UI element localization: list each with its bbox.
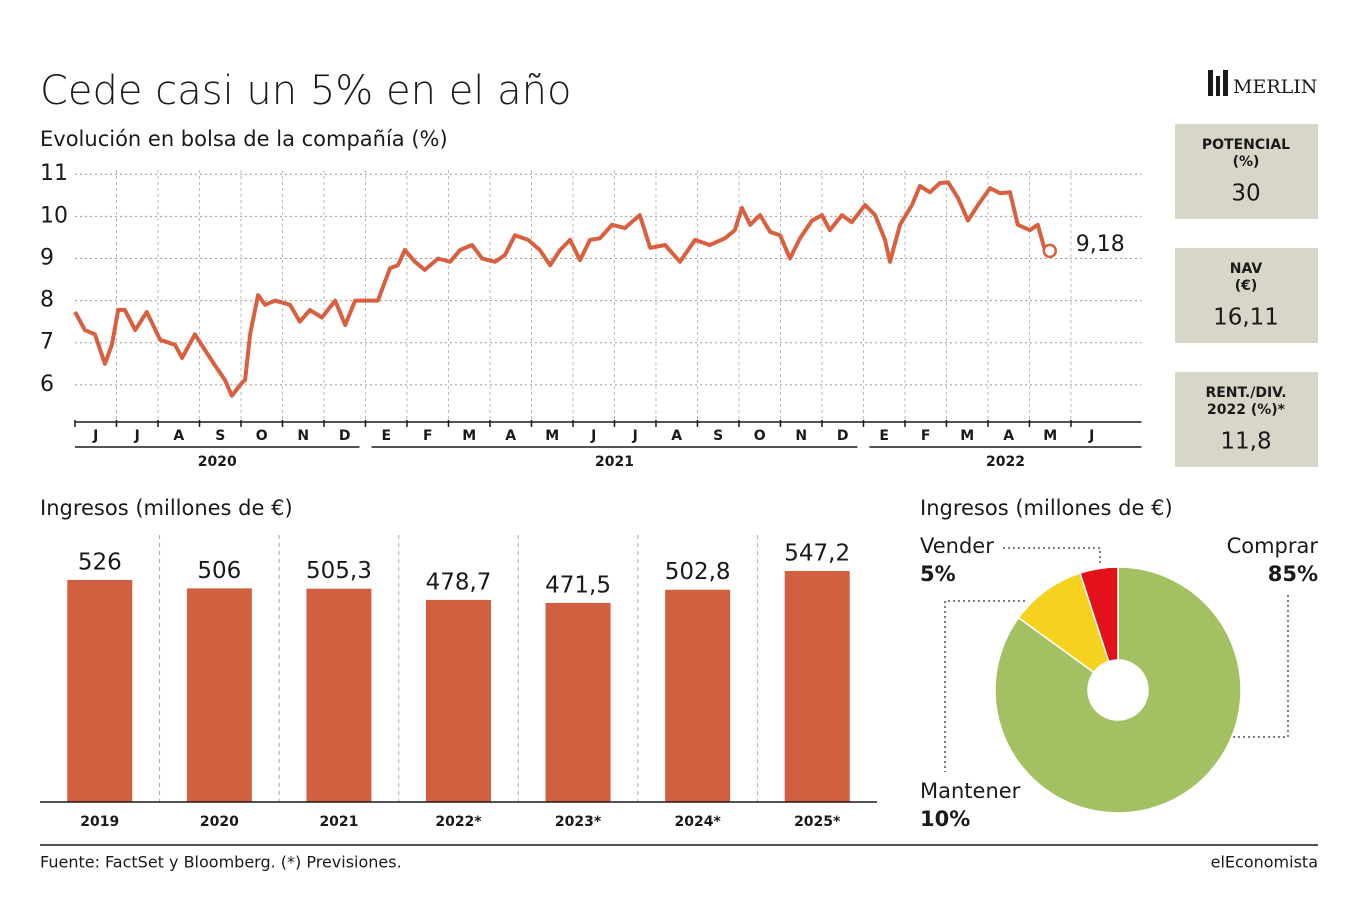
price-line [73, 180, 1051, 398]
year-label: 2021 [595, 454, 634, 470]
value-label: 505,3 [306, 558, 372, 584]
value-label: 506 [197, 558, 241, 584]
leader-line [1003, 547, 1101, 566]
indicator-label: 2022 (%)* [1207, 402, 1286, 418]
y-tick-label: 11 [40, 161, 68, 186]
x-tick-label: 2021 [319, 814, 358, 830]
year-label: 2020 [198, 454, 237, 470]
x-tick-label: J [134, 428, 140, 444]
indicator-box [1175, 248, 1318, 343]
chart-subtitle: Ingresos (millones de €) [40, 496, 293, 520]
indicator-label: (%) [1233, 154, 1260, 170]
x-tick-label: 2023* [555, 814, 602, 830]
x-tick-label: 2022* [435, 814, 482, 830]
slice-label: Vender [920, 534, 994, 558]
value-label: 502,8 [665, 559, 731, 585]
x-tick-label: E [879, 428, 889, 444]
end-label: 9,18 [1076, 232, 1125, 257]
logo: MERLIN [1208, 70, 1317, 98]
indicator-label: NAV [1230, 261, 1263, 277]
x-tick-label: J [632, 428, 638, 444]
value-label: 478,7 [426, 569, 492, 595]
y-tick-label: 6 [40, 372, 54, 397]
x-tick-label: O [754, 428, 766, 444]
y-tick-label: 10 [40, 203, 68, 228]
indicator-label: POTENCIAL [1202, 137, 1290, 153]
x-tick-label: 2020 [200, 814, 239, 830]
x-tick-label: F [423, 428, 433, 444]
x-tick-label: D [339, 428, 351, 444]
logo-bar [1223, 70, 1228, 96]
indicator-value: 11,8 [1220, 429, 1271, 455]
logo-text: MERLIN [1233, 76, 1317, 98]
x-tick-label: 2025* [794, 814, 841, 830]
pie-slice [1079, 566, 1119, 663]
indicator-label: RENT./DIV. [1205, 385, 1286, 401]
value-label: 547,2 [784, 541, 850, 567]
x-tick-label: M [545, 428, 559, 444]
bar [67, 579, 133, 802]
leader-lines [944, 547, 1289, 772]
y-tick-label: 9 [40, 245, 54, 270]
indicator-box [1175, 124, 1318, 219]
leader-line [1233, 595, 1289, 738]
pie-slice [994, 566, 1242, 814]
x-tick-label: J [590, 428, 596, 444]
value-label: 526 [78, 549, 122, 575]
value-label: 471,5 [545, 572, 611, 598]
x-tick-label: S [713, 428, 723, 444]
x-tick-label: E [381, 428, 391, 444]
indicator-value: 16,11 [1213, 305, 1279, 331]
x-tick-label: M [462, 428, 476, 444]
x-tick-label: D [837, 428, 849, 444]
x-tick-label: A [505, 428, 516, 444]
logo-bar [1216, 76, 1220, 96]
bar [665, 589, 731, 802]
x-tick-label: F [921, 428, 931, 444]
y-tick-label: 7 [40, 330, 54, 355]
bar [784, 571, 850, 802]
slice-value: 10% [920, 807, 970, 831]
x-tick-label: J [92, 428, 98, 444]
indicator-label: (€) [1235, 278, 1258, 294]
x-tick-label: M [960, 428, 974, 444]
end-marker [1042, 243, 1058, 259]
x-tick-label: M [1043, 428, 1057, 444]
bar [545, 602, 611, 802]
leader-line [944, 600, 1025, 772]
x-tick-label: O [256, 428, 268, 444]
slice-value: 85% [1268, 562, 1318, 586]
brand: elEconomista [1211, 853, 1318, 872]
x-tick-label: 2024* [674, 814, 721, 830]
year-label: 2022 [986, 454, 1025, 470]
x-tick-label: 2019 [80, 814, 119, 830]
title: Cede casi un 5% en el año [40, 68, 571, 114]
bar [186, 588, 252, 802]
chart-subtitle: Ingresos (millones de €) [920, 496, 1173, 520]
y-tick-label: 8 [40, 288, 54, 313]
x-tick-label: S [215, 428, 225, 444]
x-tick-label: N [297, 428, 309, 444]
x-tick-label: A [173, 428, 184, 444]
slice-label: Mantener [920, 779, 1021, 803]
x-tick-label: A [671, 428, 682, 444]
source: Fuente: FactSet y Bloomberg. (*) Previsi… [40, 853, 402, 872]
chart-subtitle: Evolución en bolsa de la compañía (%) [40, 127, 448, 151]
slice-label: Comprar [1227, 534, 1319, 558]
indicator-value: 30 [1231, 181, 1260, 207]
bar [426, 599, 491, 802]
bar [306, 588, 372, 802]
logo-bar [1208, 70, 1213, 96]
x-tick-label: A [1003, 428, 1014, 444]
x-tick-label: J [1088, 428, 1094, 444]
slice-value: 5% [920, 562, 956, 586]
x-tick-label: N [795, 428, 807, 444]
indicator-box [1175, 372, 1318, 467]
